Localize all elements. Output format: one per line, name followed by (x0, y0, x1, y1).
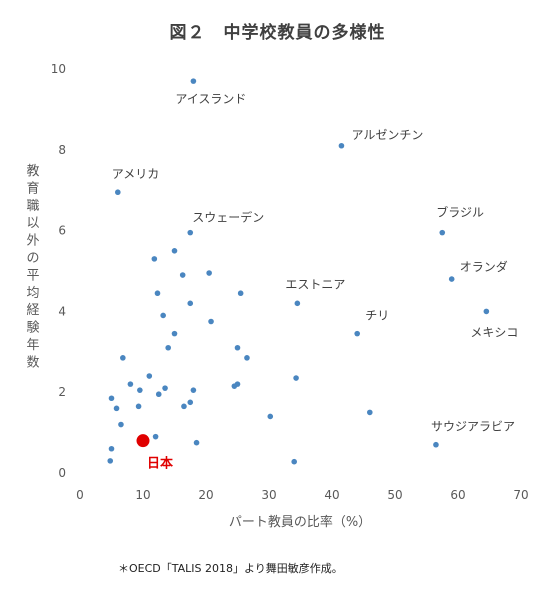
data-point (206, 270, 212, 276)
y-tick-label: 4 (58, 304, 66, 318)
point-label: エストニア (285, 277, 345, 291)
data-point (165, 344, 171, 351)
x-tick-label: 50 (387, 488, 402, 502)
point-label: ブラジル (436, 205, 484, 220)
data-point (448, 276, 455, 282)
data-point (190, 78, 197, 84)
x-tick-label: 70 (513, 488, 528, 502)
data-points (107, 78, 490, 465)
data-point (115, 189, 121, 196)
data-point (181, 403, 187, 410)
data-point (152, 433, 159, 440)
data-point (160, 312, 166, 319)
data-point (113, 405, 120, 412)
data-point (190, 387, 197, 393)
data-point (137, 387, 143, 393)
data-point (294, 300, 301, 307)
y-axis-label: 教育職以外の平均経験年数 (26, 163, 39, 370)
point-label: スウェーデン (192, 210, 264, 225)
data-point (162, 385, 168, 391)
data-point (367, 409, 373, 416)
data-point (171, 330, 178, 337)
data-point (154, 290, 161, 297)
axes: 0 10 20 30 40 50 60 70 0 2 4 6 8 10 パート教員の比率（%） 教育職以外の平… (26, 62, 528, 530)
data-point (171, 248, 178, 254)
data-point (108, 395, 115, 402)
point-label: アルゼンチン (351, 128, 423, 142)
data-point (237, 290, 244, 297)
data-point (208, 318, 214, 325)
point-label: メキシコ (470, 325, 518, 339)
data-point (267, 413, 274, 420)
data-point (155, 391, 162, 398)
x-tick-label: 60 (450, 488, 465, 502)
x-tick-label: 0 (76, 488, 84, 502)
x-tick-label: 30 (261, 488, 276, 502)
footnote: ＊OECD「TALIS 2018」より舞田敏彦作成。 (118, 562, 343, 575)
x-tick-label: 20 (198, 488, 213, 502)
data-point (187, 229, 194, 236)
data-point (120, 355, 126, 361)
x-axis-label: パート教員の比率（%） (229, 514, 371, 530)
y-tick-label: 10 (51, 62, 66, 76)
point-label: アイスランド (175, 92, 246, 106)
data-point (234, 344, 241, 351)
data-point (193, 439, 200, 446)
data-point (244, 355, 250, 361)
x-tick-label: 40 (324, 488, 339, 502)
data-point (107, 458, 114, 464)
data-point (338, 142, 345, 149)
highlight-label: 日本 (147, 456, 173, 472)
point-label: アメリカ (112, 167, 159, 181)
data-point (118, 421, 124, 428)
y-tick-label: 6 (58, 224, 66, 238)
data-point (231, 383, 238, 389)
data-point (439, 229, 446, 236)
point-label: オランダ (460, 259, 508, 274)
chart-title: 図２ 中学校教員の多様性 (169, 23, 386, 43)
point-label: サウジアラビア (431, 420, 515, 434)
data-point (187, 399, 194, 406)
x-tick-label: 10 (135, 488, 150, 502)
data-point (127, 381, 134, 387)
data-point (354, 330, 361, 337)
y-tick-label: 2 (58, 385, 66, 399)
data-point (146, 373, 153, 379)
y-tick-label: 8 (58, 143, 66, 157)
data-point (291, 458, 298, 465)
data-point (108, 445, 115, 452)
data-point (179, 272, 186, 278)
highlight-point (136, 434, 150, 448)
y-tick-label: 0 (58, 466, 66, 480)
data-point (151, 256, 158, 262)
data-point (433, 441, 439, 448)
data-point (135, 403, 142, 410)
point-label: チリ (365, 309, 389, 323)
data-point (187, 300, 194, 307)
data-point (483, 308, 490, 315)
data-point (293, 375, 299, 381)
